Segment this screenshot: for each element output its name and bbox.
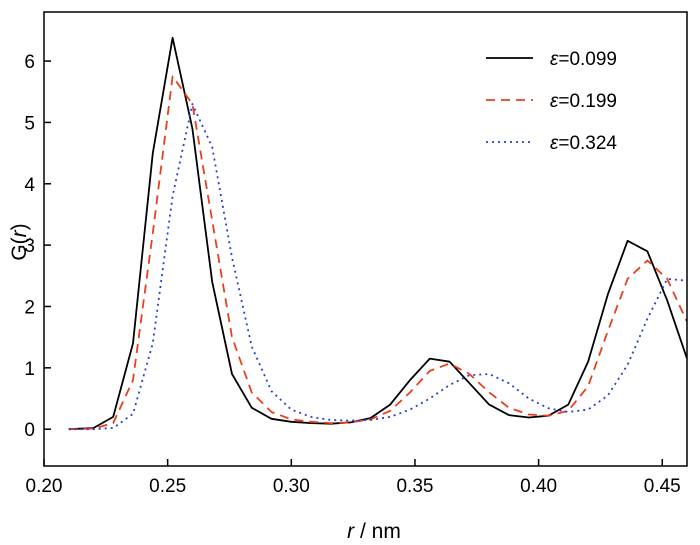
x-tick-label-1: 0.25: [149, 476, 186, 497]
y-tick-label-4: 4: [24, 175, 35, 196]
y-axis: 0 1 2 3 4 5 6: [24, 52, 51, 441]
series-line-1: [68, 36, 687, 431]
series-layer: [68, 36, 687, 431]
y-tick-label-3: 3: [24, 236, 35, 257]
legend-label-2: ε=0.199: [550, 91, 617, 112]
legend-item-2: ε=0.199: [486, 91, 617, 112]
legend-label-3: ε=0.324: [550, 133, 617, 154]
y-tick-label-6: 6: [24, 52, 35, 73]
x-tick-label-2: 0.30: [273, 476, 310, 497]
y-axis-label: G(r): [8, 223, 31, 260]
plot-area: 0.20 0.25 0.30 0.35 0.40 0.45 0 1 2 3 4 5 6: [24, 11, 688, 497]
legend-item-3: ε=0.324: [486, 133, 617, 154]
y-tick-label-1: 1: [24, 359, 35, 380]
series-line-2: [68, 75, 687, 431]
legend: ε=0.099 ε=0.199 ε=0.324: [486, 49, 617, 154]
y-tick-label-0: 0: [24, 420, 35, 441]
legend-label-1: ε=0.099: [550, 49, 617, 70]
x-tick-label-0: 0.20: [26, 476, 63, 497]
x-tick-label-5: 0.45: [644, 476, 681, 497]
legend-item-1: ε=0.099: [486, 49, 617, 70]
x-axis-label: r / nm: [347, 520, 401, 543]
x-tick-label-4: 0.40: [520, 476, 557, 497]
series-line-3: [68, 103, 687, 431]
plot-frame: [43, 11, 688, 467]
x-tick-label-3: 0.35: [396, 476, 433, 497]
y-tick-label-5: 5: [24, 113, 35, 134]
x-axis: 0.20 0.25 0.30 0.35 0.40 0.45: [26, 459, 681, 497]
y-tick-label-2: 2: [24, 297, 35, 318]
